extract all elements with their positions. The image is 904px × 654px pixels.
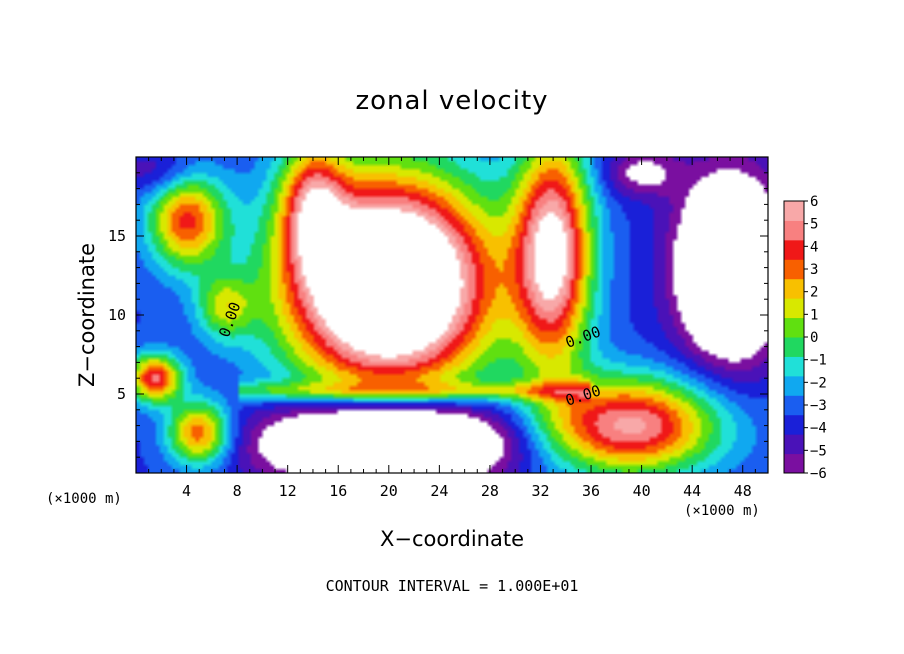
x-tick-label: 20 bbox=[380, 482, 398, 500]
colorbar-tick-label: −2 bbox=[810, 375, 827, 391]
x-tick-label: 40 bbox=[633, 482, 651, 500]
x-unit-label-right: (×1000 m) bbox=[684, 503, 760, 519]
colorbar-swatch bbox=[784, 278, 804, 299]
x-tick-label: 36 bbox=[582, 482, 600, 500]
heatmap-field bbox=[136, 157, 768, 473]
colorbar-tick-label: 3 bbox=[810, 262, 818, 278]
colorbar-swatch bbox=[784, 337, 804, 357]
colorbar-swatch bbox=[784, 453, 804, 474]
y-axis-label: Z−coordinate bbox=[75, 243, 99, 387]
colorbar-tick-label: −4 bbox=[810, 421, 827, 437]
colorbar-swatch bbox=[784, 239, 804, 260]
x-tick-label: 44 bbox=[683, 482, 701, 500]
colorbar-tick-label: 2 bbox=[810, 285, 818, 301]
x-tick-label: 28 bbox=[481, 482, 499, 500]
colorbar-swatch bbox=[784, 395, 804, 416]
x-unit-label-left: (×1000 m) bbox=[46, 491, 122, 507]
y-tick-label: 10 bbox=[108, 306, 126, 324]
colorbar-swatch bbox=[784, 414, 804, 435]
y-tick-label: 5 bbox=[117, 385, 126, 403]
colorbar-swatch bbox=[784, 375, 804, 396]
colorbar-swatch bbox=[784, 201, 804, 221]
x-tick-label: 16 bbox=[329, 482, 347, 500]
x-tick-label: 48 bbox=[734, 482, 752, 500]
y-tick-label: 15 bbox=[108, 227, 126, 245]
colorbar-tick-label: −5 bbox=[810, 443, 827, 459]
colorbar-swatch bbox=[784, 298, 804, 319]
colorbar-tick-label: 4 bbox=[810, 239, 818, 255]
colorbar-tick-label: −1 bbox=[810, 353, 827, 369]
contour-interval-note: CONTOUR INTERVAL = 1.000E+01 bbox=[325, 577, 579, 595]
colorbar-swatch bbox=[784, 434, 804, 455]
colorbar-tick-label: 6 bbox=[810, 194, 818, 210]
colorbar-tick-label: 1 bbox=[810, 307, 818, 323]
colorbar-swatch bbox=[784, 356, 804, 377]
y-axis: 5 10 15 bbox=[108, 172, 768, 458]
x-tick-label: 32 bbox=[531, 482, 549, 500]
colorbar: 6 5 4 3 2 1 0 −1 −2 −3 −4 −5 −6 bbox=[783, 194, 827, 482]
x-tick-label: 4 bbox=[182, 482, 191, 500]
colorbar-swatch bbox=[784, 259, 804, 280]
x-axis: 4 8 12 16 20 24 28 32 36 40 44 48 bbox=[148, 157, 756, 500]
colorbar-swatch bbox=[784, 317, 804, 338]
x-tick-label: 8 bbox=[233, 482, 242, 500]
colorbar-tick-label: −3 bbox=[810, 398, 827, 414]
colorbar-tick-label: 5 bbox=[810, 217, 818, 233]
colorbar-swatch bbox=[784, 220, 804, 241]
colorbar-tick-label: −6 bbox=[810, 466, 827, 482]
colorbar-tick-label: 0 bbox=[810, 330, 818, 346]
x-tick-label: 12 bbox=[279, 482, 297, 500]
x-axis-label: X−coordinate bbox=[380, 527, 524, 551]
x-tick-label: 24 bbox=[430, 482, 448, 500]
chart-title: zonal velocity bbox=[355, 86, 549, 116]
